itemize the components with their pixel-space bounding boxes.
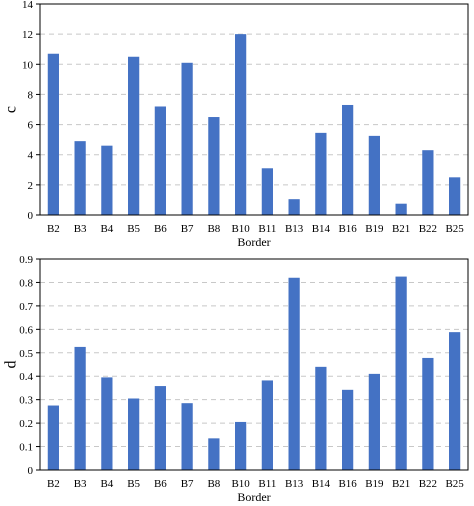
bar-b14 xyxy=(315,132,327,215)
bars-d xyxy=(47,276,461,470)
x-tick-label-b4: B4 xyxy=(100,223,113,235)
bar-b4 xyxy=(101,145,113,215)
bar-b4 xyxy=(101,377,113,470)
bar-b14 xyxy=(315,366,327,470)
x-axis-title-d: Border xyxy=(237,490,270,504)
bar-b5 xyxy=(128,56,140,215)
bar-b2 xyxy=(47,405,59,470)
bar-b6 xyxy=(154,386,166,470)
y-tick-label: 8 xyxy=(28,89,34,101)
bar-b25 xyxy=(449,332,461,470)
y-tick-label: 0.7 xyxy=(19,301,33,313)
y-tick-label: 0 xyxy=(28,210,34,222)
bar-b21 xyxy=(395,276,407,470)
x-tick-label-b8: B8 xyxy=(207,478,220,490)
x-tick-label-b21: B21 xyxy=(392,223,410,235)
x-tick-label-b14: B14 xyxy=(312,478,331,490)
bar-b11 xyxy=(261,168,273,215)
x-tick-label-b3: B3 xyxy=(74,223,87,235)
x-tick-label-b13: B13 xyxy=(285,223,304,235)
y-tick-label: 2 xyxy=(28,180,34,192)
bar-b19 xyxy=(368,373,380,470)
bar-b8 xyxy=(208,438,220,470)
bar-b3 xyxy=(74,141,86,215)
x-tick-label-b3: B3 xyxy=(74,478,87,490)
y-tick-label: 14 xyxy=(22,0,34,11)
x-tick-labels-d: B2 B3 B4 B5 B6 B7 B8 B10 B11 B13 B14 B16 B19 B21 B22 B2… xyxy=(47,478,464,490)
x-tick-label-b7: B7 xyxy=(181,223,194,235)
x-tick-label-b4: B4 xyxy=(100,478,113,490)
x-tick-label-b6: B6 xyxy=(154,223,167,235)
y-tick-label: 0.4 xyxy=(19,371,33,383)
bar-b19 xyxy=(368,135,380,215)
bar-b10 xyxy=(235,34,247,216)
y-tick-label: 0.8 xyxy=(19,277,33,289)
bar-b3 xyxy=(74,346,86,470)
x-tick-label-b7: B7 xyxy=(181,478,194,490)
y-axis-title-c: c xyxy=(3,106,20,113)
x-tick-label-b21: B21 xyxy=(392,478,410,490)
bars-c xyxy=(47,34,461,216)
x-tick-label-b19: B19 xyxy=(365,223,384,235)
y-tick-label: 4 xyxy=(28,150,34,162)
y-tick-label: 0.9 xyxy=(19,254,33,266)
plot-frame-c xyxy=(39,3,469,216)
x-tick-labels-c: B2 B3 B4 B5 B6 B7 B8 B10 B11 B13 B14 B16 B19 B21 B22 B2… xyxy=(47,223,464,235)
bar-b16 xyxy=(342,104,354,215)
x-tick-label-b19: B19 xyxy=(365,478,384,490)
y-tick-label: 0.5 xyxy=(19,348,33,360)
y-tick-label: 0.6 xyxy=(19,324,33,336)
x-tick-label-b5: B5 xyxy=(127,478,140,490)
chart-d: 00.10.20.30.40.50.60.70.80.9 B2 B3 B4 B5 B6 B… xyxy=(3,254,469,504)
x-tick-label-b11: B11 xyxy=(258,478,276,490)
bar-b7 xyxy=(181,403,193,470)
bar-b2 xyxy=(47,53,59,215)
bar-b6 xyxy=(154,106,166,215)
x-tick-label-b8: B8 xyxy=(207,223,220,235)
bar-b7 xyxy=(181,62,193,216)
x-tick-label-b6: B6 xyxy=(154,478,167,490)
x-tick-label-b16: B16 xyxy=(338,223,357,235)
bar-b10 xyxy=(235,421,247,470)
x-tick-label-b25: B25 xyxy=(445,223,464,235)
plot-frame-d xyxy=(39,258,469,471)
x-tick-label-b11: B11 xyxy=(258,223,276,235)
x-tick-label-b2: B2 xyxy=(47,223,60,235)
y-tick-labels-d: 0 0.1 0.2 0.3 0.4 0.5 0.6 0.7 0.8 0.9 xyxy=(19,254,40,477)
y-tick-label: 10 xyxy=(22,59,34,71)
x-tick-label-b22: B22 xyxy=(419,223,437,235)
bar-b13 xyxy=(288,277,300,470)
x-tick-label-b5: B5 xyxy=(127,223,140,235)
bar-b21 xyxy=(395,203,407,215)
y-tick-label: 0.1 xyxy=(19,442,33,454)
y-tick-label: 0.3 xyxy=(19,395,33,407)
x-tick-label-b22: B22 xyxy=(419,478,437,490)
y-tick-label: 12 xyxy=(22,29,33,41)
bar-b11 xyxy=(261,380,273,470)
x-tick-label-b16: B16 xyxy=(338,478,357,490)
y-tick-label: 0.2 xyxy=(19,418,33,430)
x-tick-label-b10: B10 xyxy=(231,223,250,235)
bar-b8 xyxy=(208,117,220,215)
bar-b13 xyxy=(288,199,300,215)
bar-b22 xyxy=(422,357,434,470)
x-axis-title-c: Border xyxy=(237,235,270,249)
y-tick-labels-c: 0 2 4 6 8 10 12 14 xyxy=(22,0,40,222)
x-tick-label-b14: B14 xyxy=(312,223,331,235)
chart-c: 0 2 4 6 8 10 12 14 B2 B3 B4 B5 B6 B7 B8 B10 B11 B13 B14 B1… xyxy=(3,0,469,249)
bar-b16 xyxy=(342,389,354,470)
x-tick-label-b13: B13 xyxy=(285,478,304,490)
y-axis-title-d: d xyxy=(3,361,20,369)
bar-b25 xyxy=(449,177,461,215)
y-tick-label: 6 xyxy=(28,120,34,132)
y-tick-label: 0 xyxy=(28,465,34,477)
x-tick-label-b2: B2 xyxy=(47,478,60,490)
x-tick-label-b10: B10 xyxy=(231,478,250,490)
x-tick-label-b25: B25 xyxy=(445,478,464,490)
bar-b22 xyxy=(422,150,434,215)
bar-b5 xyxy=(128,398,140,470)
